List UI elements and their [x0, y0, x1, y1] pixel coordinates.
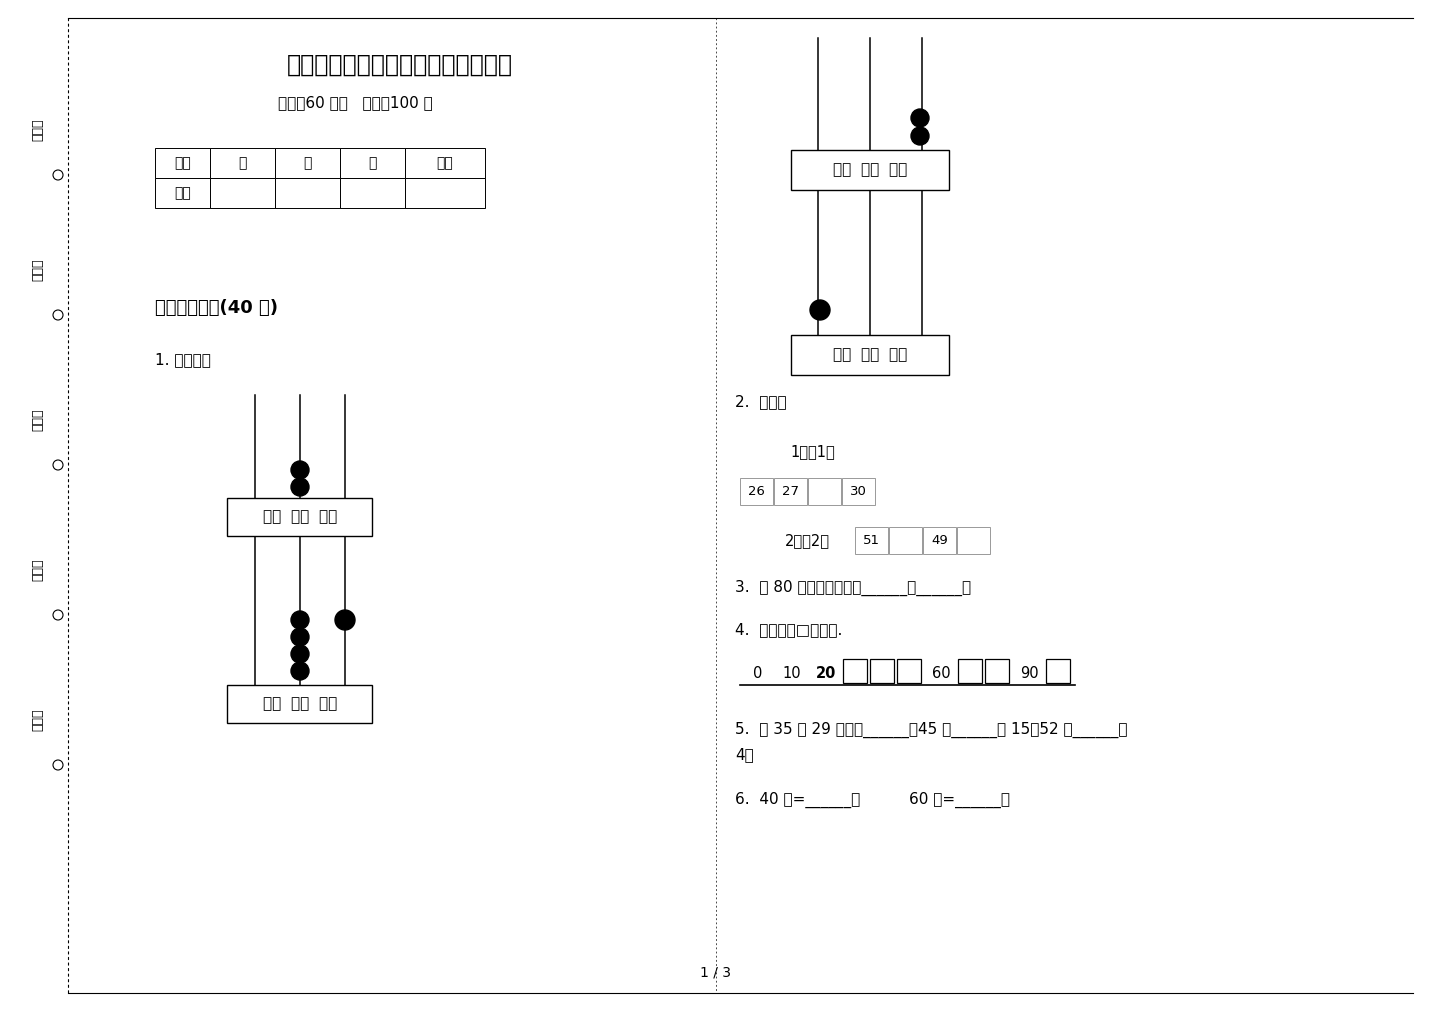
Text: 5.  比 35 大 29 的数是______；45 比______小 15；52 比______大: 5. 比 35 大 29 的数是______；45 比______小 15；52…	[735, 722, 1128, 738]
Text: 得分: 得分	[175, 186, 191, 200]
Text: 百位  十位  个位: 百位 十位 个位	[262, 510, 337, 525]
Text: 20: 20	[815, 665, 837, 680]
Bar	[791, 335, 949, 375]
Text: 3.  和 80 相邻的两个数是______和______。: 3. 和 80 相邻的两个数是______和______。	[735, 580, 972, 596]
Bar	[808, 478, 841, 506]
Bar	[155, 148, 211, 178]
Text: 90: 90	[1020, 665, 1039, 680]
Text: 30: 30	[850, 485, 867, 498]
Bar	[275, 148, 340, 178]
Bar	[211, 178, 275, 208]
Text: 百位  十位  个位: 百位 十位 个位	[833, 163, 907, 178]
Text: 10: 10	[782, 665, 801, 680]
Bar	[406, 148, 484, 178]
Bar	[406, 178, 484, 208]
Bar	[774, 478, 807, 506]
Bar	[923, 527, 956, 554]
Bar	[791, 150, 949, 190]
Text: 一、基础练习(40 分): 一、基础练习(40 分)	[155, 299, 278, 317]
Circle shape	[291, 662, 310, 680]
Circle shape	[291, 478, 310, 496]
Text: 1 / 3: 1 / 3	[701, 966, 731, 979]
Text: 2．（2）: 2．（2）	[785, 533, 830, 548]
Bar	[739, 478, 772, 506]
Text: 考场：: 考场：	[32, 259, 44, 281]
Circle shape	[291, 645, 310, 663]
Text: 百位  十位  个位: 百位 十位 个位	[833, 348, 907, 363]
Text: 一年级综合考点下学期数学期末试卷: 一年级综合考点下学期数学期末试卷	[287, 53, 513, 77]
Bar	[843, 478, 876, 506]
Text: 1. 看图写数: 1. 看图写数	[155, 353, 211, 368]
Bar	[340, 178, 406, 208]
Bar	[1046, 659, 1070, 683]
Text: 时间：60 分钟   满分：100 分: 时间：60 分钟 满分：100 分	[278, 95, 433, 110]
Text: 总分: 总分	[437, 156, 453, 170]
Text: 2.  填空。: 2. 填空。	[735, 394, 787, 409]
Text: 考号：: 考号：	[32, 118, 44, 142]
Circle shape	[291, 611, 310, 629]
Circle shape	[810, 300, 830, 320]
Text: 学校：: 学校：	[32, 709, 44, 731]
Text: 百位  十位  个位: 百位 十位 个位	[262, 697, 337, 712]
Text: 26: 26	[748, 485, 765, 498]
Bar	[856, 527, 888, 554]
Bar	[226, 498, 373, 536]
Circle shape	[335, 610, 355, 630]
Text: 姓名：: 姓名：	[32, 408, 44, 432]
Bar	[155, 178, 211, 208]
Text: 班级：: 班级：	[32, 559, 44, 581]
Text: 6.  40 角=______元          60 分=______角: 6. 40 角=______元 60 分=______角	[735, 792, 1010, 808]
Bar	[984, 659, 1009, 683]
Text: 60: 60	[931, 665, 950, 680]
Text: 三: 三	[368, 156, 377, 170]
Text: 一: 一	[238, 156, 246, 170]
Text: 4。: 4。	[735, 747, 754, 762]
Text: 27: 27	[782, 485, 800, 498]
Text: 二: 二	[304, 156, 312, 170]
Bar	[340, 148, 406, 178]
Bar	[888, 527, 921, 554]
Bar	[870, 659, 894, 683]
Text: 0: 0	[754, 665, 762, 680]
Text: 1．（1）: 1．（1）	[790, 445, 835, 460]
Circle shape	[911, 127, 929, 145]
Bar	[897, 659, 921, 683]
Bar	[226, 685, 373, 723]
Text: 49: 49	[931, 534, 947, 547]
Bar	[957, 527, 990, 554]
Text: 4.  按顺序在□里填空.: 4. 按顺序在□里填空.	[735, 623, 843, 638]
Text: 51: 51	[863, 534, 880, 547]
Bar	[275, 178, 340, 208]
Circle shape	[291, 461, 310, 479]
Text: 题号: 题号	[175, 156, 191, 170]
Circle shape	[291, 628, 310, 646]
Bar	[959, 659, 982, 683]
Bar	[211, 148, 275, 178]
Bar	[843, 659, 867, 683]
Circle shape	[911, 109, 929, 127]
